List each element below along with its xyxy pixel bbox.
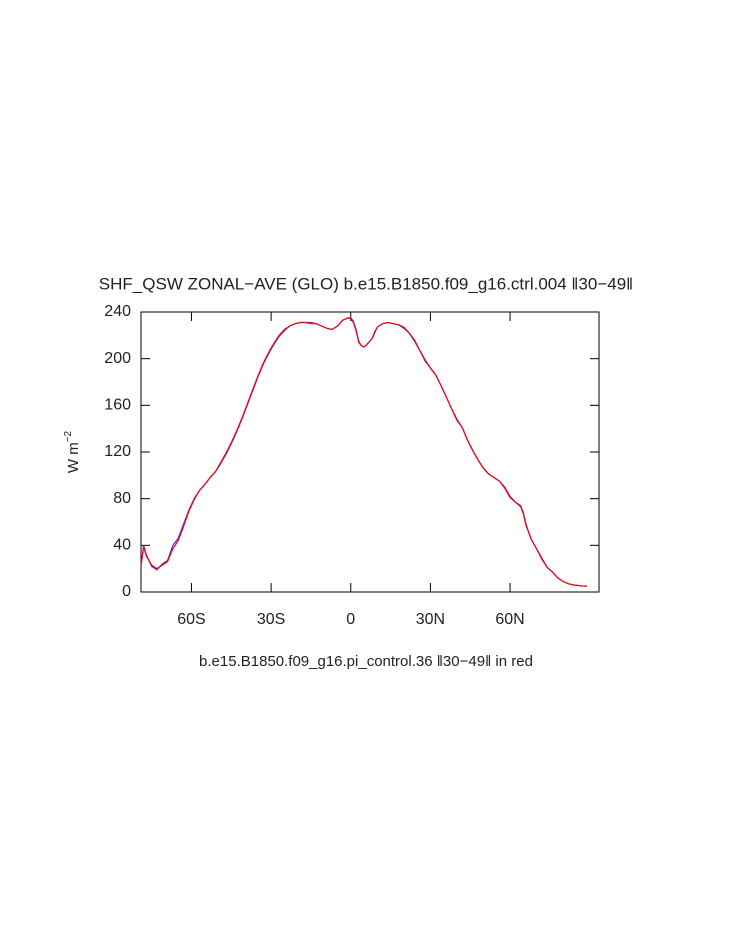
chart-subtitle: b.e15.B1850.f09_g16.pi_control.36 ‖30−49… [199, 653, 533, 670]
y-tick-label: 80 [113, 490, 131, 507]
y-tick-label: 0 [122, 583, 131, 600]
chart-title: SHF_QSW ZONAL−AVE (GLO) b.e15.B1850.f09_… [99, 274, 633, 293]
y-tick-label: 200 [104, 350, 131, 367]
y-tick-label: 40 [113, 537, 131, 554]
y-axis-label-base: W m [65, 442, 82, 473]
y-axis-label-sup: −2 [63, 430, 74, 442]
y-tick-label: 160 [104, 397, 131, 414]
x-tick-label: 30N [416, 611, 445, 628]
y-tick-label: 120 [104, 443, 131, 460]
y-tick-label: 240 [104, 303, 131, 320]
x-tick-label: 60N [495, 611, 524, 628]
x-tick-label: 60S [177, 611, 205, 628]
series-line [140, 317, 588, 587]
x-tick-label: 0 [346, 611, 355, 628]
x-tick-label: 30S [257, 611, 285, 628]
y-axis-label: W m−2 [63, 430, 82, 473]
